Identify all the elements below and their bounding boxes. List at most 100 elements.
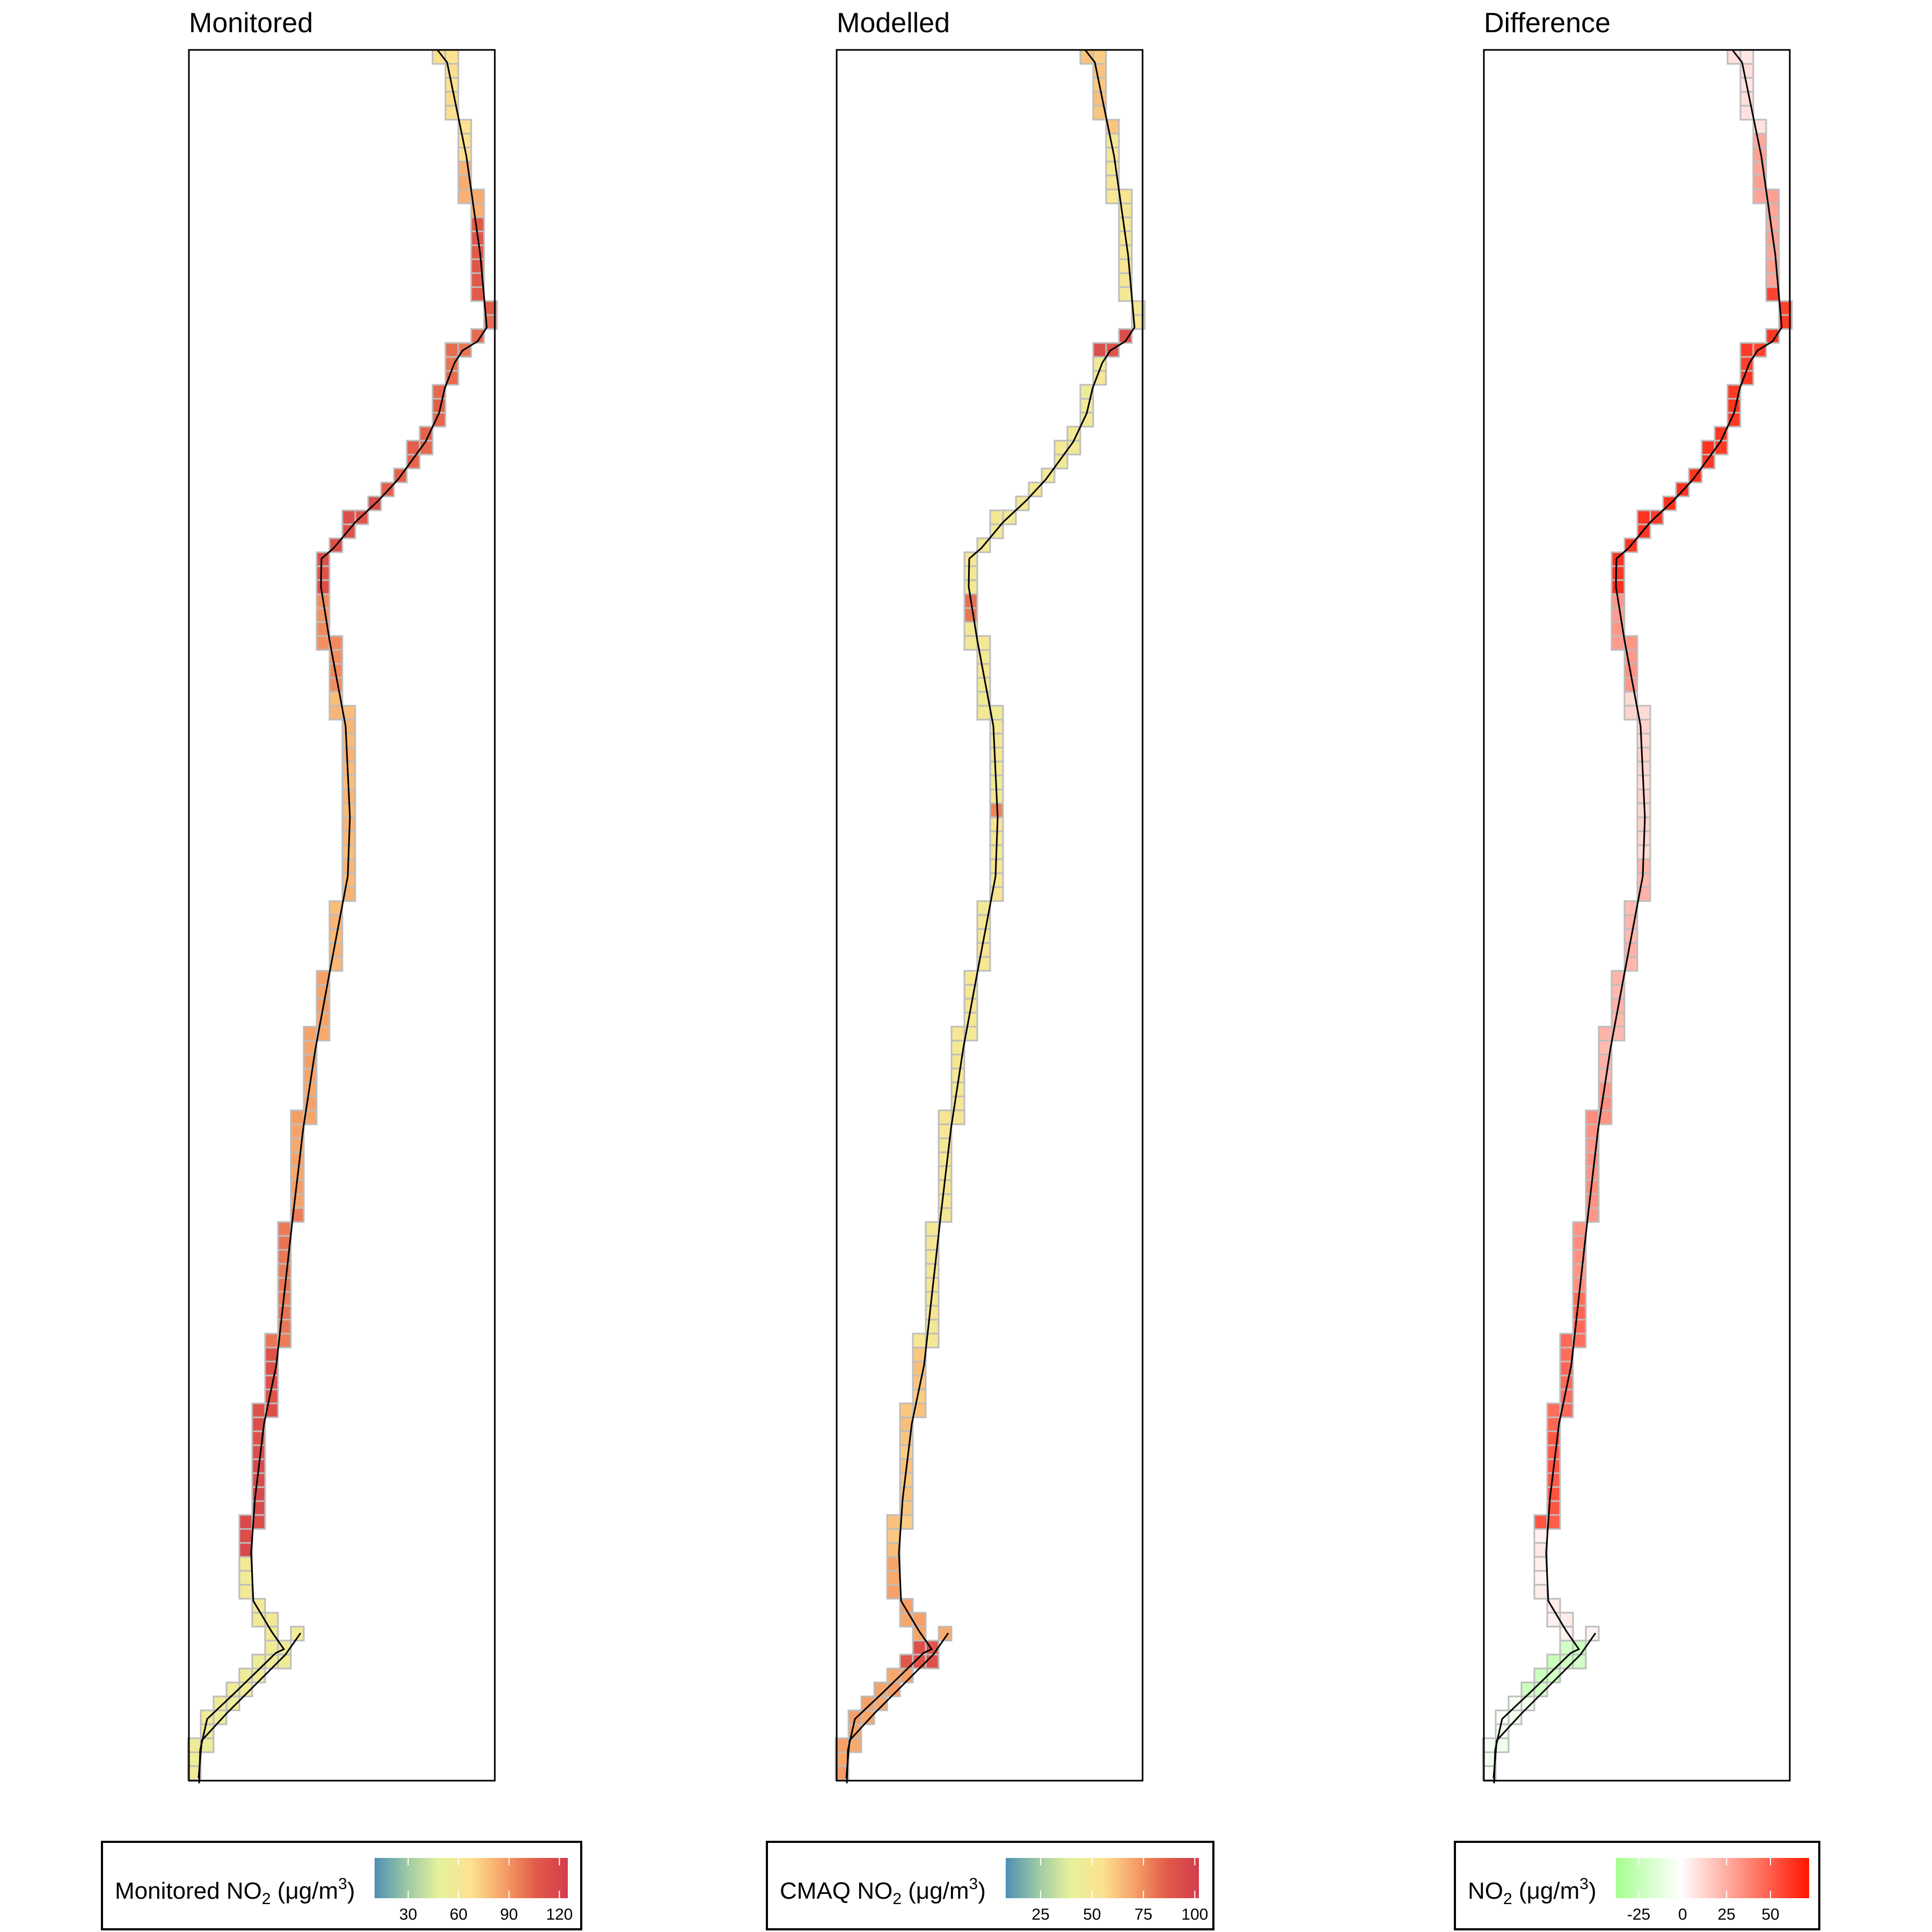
grid-cell [1546,1402,1561,1418]
grid-cell [1636,872,1651,888]
grid-cell [238,1570,253,1586]
grid-cell [264,1333,279,1349]
grid-cell [989,872,1004,888]
grid-cells [187,49,498,1781]
grid-cell [886,1667,901,1684]
grid-cell [316,607,331,623]
grid-cell [1739,342,1754,358]
grid-cell [899,1612,914,1628]
grid-cell [290,1193,305,1209]
map-frame [836,49,1144,1782]
panel-title: Modelled [837,8,950,39]
grid-cell [1105,188,1120,204]
grid-cell [277,1221,292,1237]
grid-cell [860,1709,875,1725]
grid-cell [1611,1026,1626,1042]
grid-cell [1546,1653,1561,1670]
panel-difference: Difference [1482,8,1793,1784]
legend-monitored: Monitored NO2 (μg/m3) 30 60 90 120 [101,1841,582,1930]
grid-cell [277,1263,292,1279]
grid-cell [1739,49,1754,65]
grid-cell [251,1472,266,1488]
grid-cell [1559,1346,1574,1363]
grid-cell [899,1472,914,1488]
grid-cell [1053,453,1069,470]
grid-cell [963,565,978,581]
legend-tick-label: 75 [1135,1906,1152,1923]
grid-cell [1739,91,1754,107]
grid-cell [886,1528,901,1544]
grid-cell [1765,216,1780,232]
grid-cell [1002,509,1017,525]
grid-cell [251,1402,266,1418]
grid-cell [187,1737,202,1753]
grid-cell [989,733,1004,749]
grid-cell [886,1514,901,1530]
grid-cell [1546,1486,1561,1502]
grid-cell [1559,1333,1574,1349]
grid-cell [1546,1444,1561,1460]
grid-cell [1028,481,1043,497]
legend-tick-label: 90 [500,1906,518,1923]
grid-cells [835,49,1146,1781]
grid-cell [963,635,978,651]
grid-cell [290,1151,305,1167]
grid-cell [1598,1026,1613,1042]
grid-cell [925,1263,940,1279]
grid-cell [238,1556,253,1572]
legend-modelled: CMAQ NO2 (μg/m3) 25 50 75 100 [766,1841,1214,1930]
grid-cell [1546,1612,1561,1628]
grid-cell [213,1709,228,1725]
grid-cell [1533,1667,1548,1684]
panel-title: Difference [1484,8,1611,39]
grid-cell [1482,1737,1497,1753]
grid-cell [1623,649,1638,665]
grid-cell [886,1556,901,1572]
grid-cell [886,1570,901,1586]
grid-cell [187,1751,202,1767]
grid-cell [1611,579,1626,595]
grid-cell [976,677,991,693]
grid-cell [912,1346,927,1363]
grid-cell [341,509,356,525]
legend-color-bar [375,1858,568,1898]
grid-cell [264,1346,279,1363]
grid-cell [835,1751,850,1767]
grid-cell [963,607,978,623]
grid-cell [1533,1542,1548,1558]
grid-cell [1118,216,1133,232]
grid-cell [1623,942,1638,958]
grid-cell [316,579,331,595]
grid-cell [1546,1416,1561,1432]
grid-cell [925,1221,940,1237]
grid-cell [431,398,447,414]
legend-tick-label: -25 [1627,1906,1650,1923]
legend-tick-label: 0 [1678,1906,1687,1923]
grid-cell [341,872,356,888]
legend-title: CMAQ NO2 (μg/m3) [780,1875,986,1908]
legend-tick-label: 25 [1717,1906,1735,1923]
grid-cell [251,1444,266,1460]
grid-cell [1533,1584,1548,1600]
grid-cell [1572,1263,1587,1279]
panel-title: Monitored [189,8,313,39]
route-spur-line [845,1633,949,1779]
legend-tick-label: 60 [450,1906,467,1923]
legend-title: NO2 (μg/m3) [1468,1875,1597,1908]
grid-cell [457,119,472,135]
grid-cell [277,1305,292,1321]
grid-cell [1585,1193,1600,1209]
grid-cell [238,1667,253,1684]
grid-cell [1611,607,1626,623]
route-line [846,49,1136,1784]
grid-cell [316,565,331,581]
grid-cell [1533,1528,1548,1544]
grid-cell [341,760,356,777]
route-spur-line [197,1633,302,1779]
grid-cell [1611,565,1626,581]
grid-cell [835,1737,850,1753]
grid-cell [419,426,434,442]
grid-cell [899,1598,914,1614]
grid-cell [251,1653,266,1670]
grid-cell [341,733,356,749]
